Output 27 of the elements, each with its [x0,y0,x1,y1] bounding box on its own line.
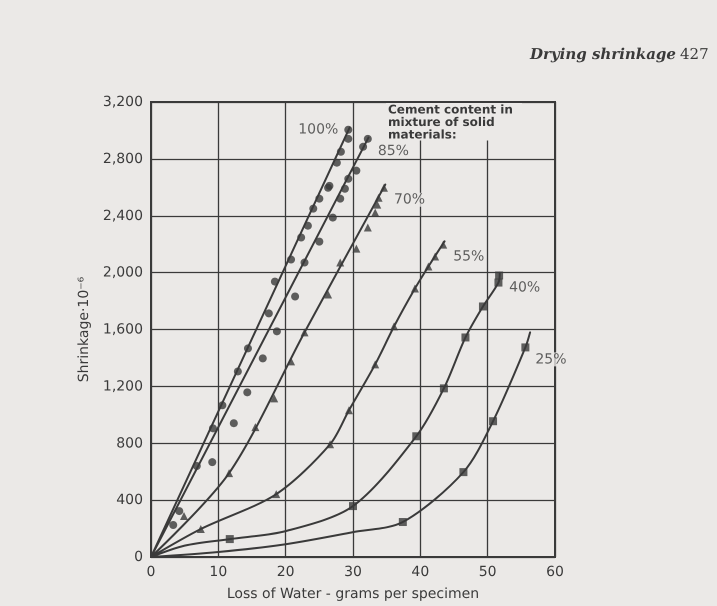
text: 427 [680,45,709,63]
x-tick-label: 30 [344,564,362,580]
y-tick-label: 2,400 [102,208,143,224]
y-tick-label: 2,000 [102,264,143,281]
y-tick-label: 3,200 [102,94,143,110]
series-label: 85% [378,142,409,159]
text: Drying shrinkage [529,45,676,63]
x-tick-label: 10 [209,564,228,580]
series-label: 25% [535,351,566,368]
x-tick-label: 40 [411,564,430,580]
x-tick-label: 20 [276,564,295,580]
x-tick-label: 50 [478,564,497,580]
series-label: 55% [453,248,484,265]
y-tick-label: 2,800 [102,150,143,167]
x-axis-title: Loss of Water - grams per specimen [226,586,480,602]
series-label: 100% [298,122,338,138]
series-label: 70% [394,192,426,208]
annotation: Cement content in mixture of solid materials: [388,102,518,142]
y-tick-label: 0 [134,549,143,565]
y-axis-title: Shrinkage·10⁻⁶ [76,276,92,382]
x-tick-label: 60 [546,564,564,580]
y-tick-label: 1,200 [102,378,143,394]
x-tick-label: 0 [146,564,156,580]
y-tick-label: 800 [116,435,143,452]
y-tick-label: 400 [116,492,143,508]
y-tick-label: 1,600 [102,322,143,338]
series-label: 40% [509,279,540,296]
